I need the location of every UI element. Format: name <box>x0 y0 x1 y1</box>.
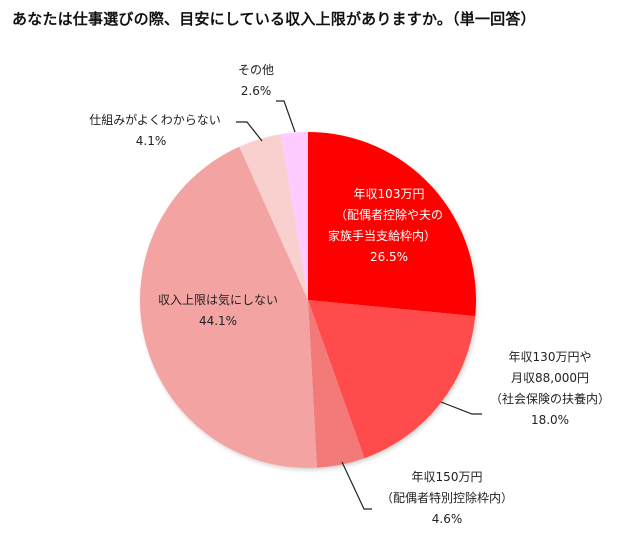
slice-label-line: 仕組みがよくわからない <box>89 113 221 127</box>
slice-label-line: 月収88,000円 <box>511 371 589 385</box>
pie-slice <box>140 146 317 468</box>
slice-label-unknown: 仕組みがよくわからない 4.1% <box>74 110 236 152</box>
pie-slice <box>308 132 477 317</box>
pie-slices <box>140 132 477 468</box>
slice-label-line: （配偶者控除や夫の <box>334 208 443 222</box>
pie-slice <box>239 134 308 300</box>
pie-slice <box>308 300 476 459</box>
slice-label-line: その他 <box>237 63 274 77</box>
slice-label-line: （配偶者特別控除枠内） <box>380 491 513 505</box>
slice-label-150: 年収150万円 （配偶者特別控除枠内） 4.6% <box>372 467 522 530</box>
slice-label-dont-care: 収入上限は気にしない 44.1% <box>148 290 288 332</box>
slice-label-130: 年収130万円や 月収88,000円 （社会保険の扶養内） 18.0% <box>480 347 620 431</box>
slice-value: 4.1% <box>135 134 167 148</box>
leader-line-unknown <box>236 121 263 142</box>
slice-label-line: 家族手当支給枠内） <box>327 229 436 243</box>
slice-value: 44.1% <box>198 314 238 328</box>
chart-title: あなたは仕事選びの際、目安にしている収入上限がありますか。（単一回答） <box>12 10 536 28</box>
pie-slice <box>280 132 308 300</box>
slice-value: 26.5% <box>369 250 409 264</box>
slice-label-line: 収入上限は気にしない <box>157 293 278 307</box>
slice-label-line: 年収103万円 <box>353 187 425 201</box>
slice-value: 18.0% <box>530 413 570 427</box>
pie-slice <box>308 300 365 468</box>
slice-label-line: （社会保険の扶養内） <box>489 392 610 406</box>
slice-value: 4.6% <box>431 512 463 526</box>
slice-label-103: 年収103万円 （配偶者控除や夫の 家族手当支給枠内） 26.5% <box>318 184 460 268</box>
leader-line-other <box>276 100 296 133</box>
slice-label-line: 年収150万円 <box>411 470 483 484</box>
leader-line-150 <box>341 461 372 510</box>
slice-value: 2.6% <box>240 84 272 98</box>
leader-lines <box>236 100 482 510</box>
leader-line-130 <box>440 401 482 415</box>
slice-label-other: その他 2.6% <box>226 60 286 102</box>
slice-label-line: 年収130万円や <box>508 350 592 364</box>
